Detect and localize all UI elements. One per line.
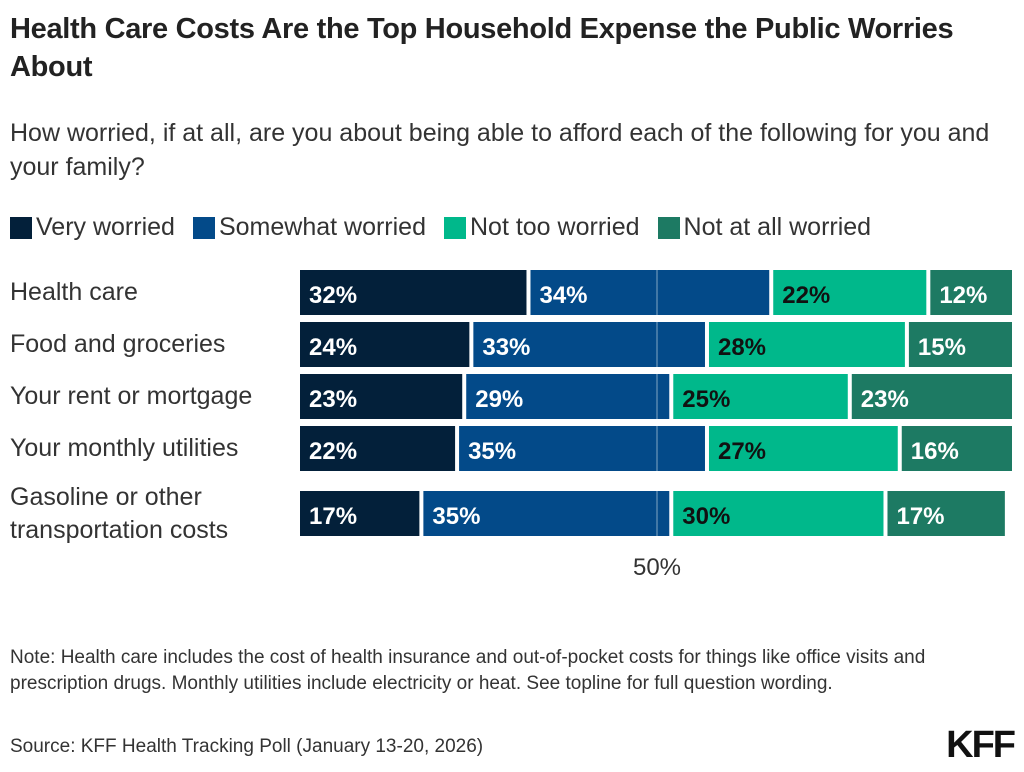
stacked-bar-chart: 32% 34% 22% 12% 24% 33% 28% 15% 23% 29% 25% 23% 22% 3… — [300, 268, 1012, 581]
data-label: 12% — [939, 282, 987, 309]
data-label: 22% — [309, 438, 357, 465]
bar-segment — [466, 374, 670, 419]
bar-segment — [530, 270, 770, 315]
legend-label: Very worried — [36, 213, 175, 241]
data-label: 28% — [718, 334, 766, 361]
bar-segment — [473, 322, 705, 367]
category-label: Health care — [10, 278, 138, 306]
bar-segment — [908, 322, 1012, 367]
legend-item-not-too-worried: Not too worried — [443, 213, 640, 242]
data-label: 35% — [432, 503, 480, 530]
bar-segment — [300, 491, 420, 536]
legend: Very worried Somewhat worried Not too wo… — [10, 213, 871, 242]
bar-segment — [300, 374, 463, 419]
data-label: 29% — [475, 386, 523, 413]
data-label: 16% — [911, 438, 959, 465]
category-label: Food and groceries — [10, 330, 226, 358]
data-label: 25% — [682, 386, 730, 413]
data-label: 24% — [309, 334, 357, 361]
data-label: 17% — [896, 503, 944, 530]
category-label: Your monthly utilities — [10, 434, 239, 462]
data-label: 17% — [309, 503, 357, 530]
bar-segment — [673, 491, 884, 536]
legend-label: Not at all worried — [683, 213, 872, 241]
bar-segment — [459, 426, 705, 471]
chart-title: Health Care Costs Are the Top Household … — [10, 13, 954, 83]
data-label: 30% — [682, 503, 730, 530]
bar-segment — [423, 491, 670, 536]
data-label: 23% — [309, 386, 357, 413]
legend-swatch — [192, 216, 215, 239]
chart-subtitle: How worried, if at all, are you about be… — [10, 119, 990, 181]
legend-swatch — [657, 216, 680, 239]
chart-note: Note: Health care includes the cost of h… — [10, 647, 926, 694]
data-label: 27% — [718, 438, 766, 465]
bar-segment — [673, 374, 848, 419]
legend-label: Not too worried — [469, 213, 640, 241]
data-label: 23% — [861, 386, 909, 413]
data-label: 15% — [918, 334, 966, 361]
legend-label: Somewhat worried — [218, 213, 426, 241]
kff-logo: KFF — [946, 724, 1016, 766]
legend-swatch — [443, 216, 466, 239]
category-label: Your rent or mortgage — [10, 382, 253, 410]
bar-segment — [901, 426, 1012, 471]
data-label: 34% — [539, 282, 587, 309]
data-label: 33% — [482, 334, 530, 361]
bar-segment — [300, 322, 470, 367]
bar-segment — [300, 270, 527, 315]
data-label: 35% — [468, 438, 516, 465]
bar-segment — [708, 426, 898, 471]
legend-item-very-worried: Very worried — [10, 213, 175, 242]
reference-line-label: 50% — [633, 554, 681, 581]
bar-segment — [887, 491, 1005, 536]
bar-segment — [708, 322, 905, 367]
data-label: 32% — [309, 282, 357, 309]
legend-item-not-at-all-worried: Not at all worried — [657, 213, 872, 242]
legend-swatch — [10, 216, 32, 239]
bar-segment — [930, 270, 1012, 315]
bar-segment — [851, 374, 1012, 419]
bar-segment — [773, 270, 927, 315]
bar-segment — [300, 426, 456, 471]
chart-source: Source: KFF Health Tracking Poll (Januar… — [10, 736, 484, 757]
legend-item-somewhat-worried: Somewhat worried — [192, 213, 426, 242]
data-label: 22% — [782, 282, 830, 309]
category-label: Gasoline or other transportation costs — [10, 483, 229, 544]
